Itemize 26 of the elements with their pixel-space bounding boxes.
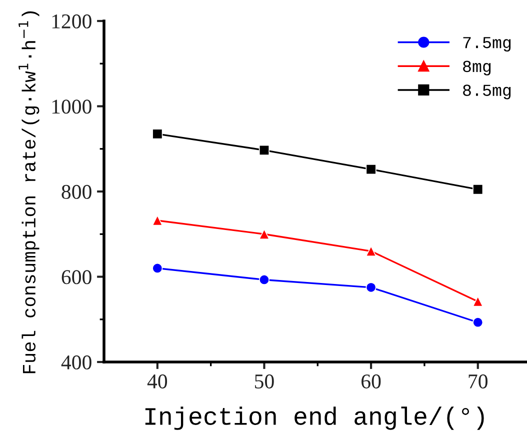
x-axis-title: Injection end angle/(°) xyxy=(145,406,484,430)
y-tick-label: 1200 xyxy=(52,14,92,28)
point xyxy=(366,282,376,293)
point xyxy=(152,262,163,274)
x-tick-label: 40 xyxy=(147,374,168,388)
point xyxy=(152,128,163,140)
point xyxy=(258,274,270,286)
point xyxy=(258,144,270,156)
x-tick-label: 70 xyxy=(468,374,488,388)
point xyxy=(472,184,484,195)
point xyxy=(366,164,376,175)
y-tick-label: 800 xyxy=(62,184,92,199)
point xyxy=(472,296,484,307)
x-tick-label: 60 xyxy=(362,374,381,388)
y-tick-label: 1000 xyxy=(52,100,92,114)
point xyxy=(258,228,270,240)
legend-label: 8mg xyxy=(463,60,491,76)
y-axis-title: Fuel consumption rate/(g·kw$^{1}$·h$^{−1}$) xyxy=(18,11,40,374)
point xyxy=(152,215,163,226)
point xyxy=(366,246,376,256)
y-tick-label: 600 xyxy=(62,270,92,284)
point xyxy=(472,317,484,328)
y-tick-label: 400 xyxy=(61,355,92,370)
legend-label: 8.5mg xyxy=(463,84,511,100)
x-tick-label: 50 xyxy=(255,374,274,388)
legend-label: 7.5mg xyxy=(463,37,511,52)
